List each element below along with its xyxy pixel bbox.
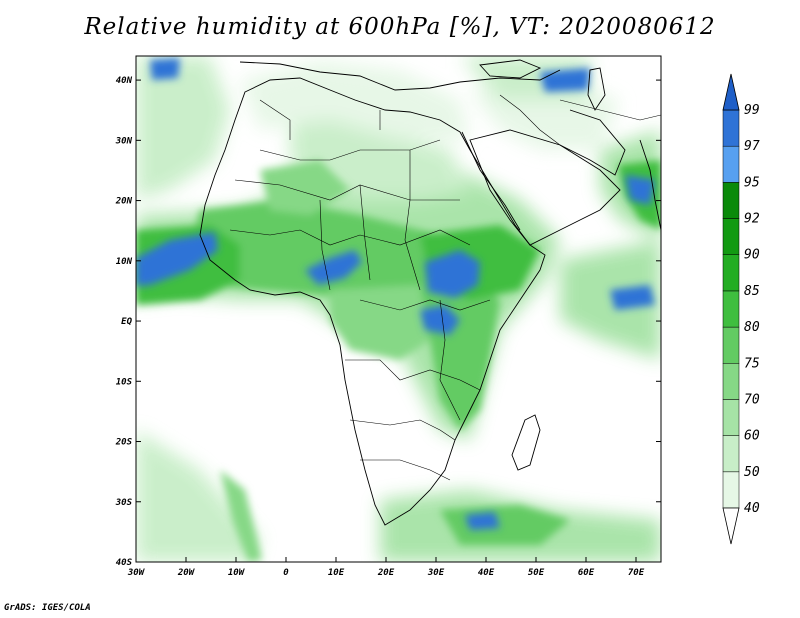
colorbar-label: 70 — [744, 392, 760, 407]
humidity-region-atlantic-nw-blue — [150, 58, 180, 80]
plot-frame — [135, 55, 662, 563]
x-tick-label: 10W — [228, 568, 246, 578]
arabia-coastline — [469, 129, 621, 246]
colorbar-label: 99 — [744, 103, 760, 118]
border-line — [259, 99, 291, 140]
x-tick-label: 70E — [628, 568, 645, 578]
x-tick-label: 30E — [427, 568, 445, 578]
border-line — [349, 419, 456, 441]
y-tick-label: 30N — [115, 136, 133, 146]
colorbar-segment — [722, 109, 740, 147]
humidity-region-turkey-blue — [540, 68, 590, 92]
humidity-region-west-africa-blue — [136, 232, 218, 286]
x-tick-label: 50E — [528, 568, 545, 578]
x-tick-label: 20E — [377, 568, 395, 578]
x-tick-label: 40E — [478, 568, 495, 578]
humidity-region-sahel — [190, 200, 480, 300]
plot-area — [136, 56, 661, 562]
border-line — [559, 99, 661, 121]
border-line — [499, 94, 561, 146]
x-tick-label: 20W — [177, 568, 196, 578]
humidity-region-arabian-sea-blue — [610, 285, 655, 310]
colorbar-segment — [722, 290, 740, 328]
humidity-region-indian-ocean — [560, 240, 661, 360]
caspian-sea — [587, 67, 606, 111]
colorbar-label: 85 — [744, 284, 760, 299]
colorbar-label: 75 — [744, 356, 760, 371]
madagascar-coastline — [511, 414, 541, 471]
persian-gulf-coast — [559, 109, 626, 176]
humidity-region-congo — [330, 285, 430, 360]
colorbar-segment — [722, 218, 740, 255]
map-title: Relative humidity at 600hPa [%], VT: 202… — [84, 14, 716, 40]
colorbar-segment — [722, 471, 740, 509]
x-tick-label: 0 — [283, 568, 289, 578]
humidity-region-india-blue — [625, 175, 655, 205]
colorbar-label: 97 — [744, 139, 760, 154]
y-tick-label: 40S — [116, 558, 133, 568]
colorbar-segment — [722, 435, 740, 473]
colorbar-label: 60 — [744, 429, 760, 444]
colorbar-label: 90 — [744, 248, 760, 263]
axis-ticks: 30W 20W 10W 0 10E 20E 30E 40E 50E 60E 70E 40S 30S 20S… — [115, 76, 661, 578]
y-tick-label: 20N — [115, 197, 133, 207]
humidity-shading — [136, 56, 661, 562]
border-line — [319, 199, 331, 291]
y-tick-label: EQ — [121, 317, 132, 327]
y-tick-label: 10N — [116, 257, 133, 267]
humidity-region-west-sahara-green — [260, 160, 350, 215]
colorbar-segment — [722, 182, 740, 219]
colorbar-segment — [722, 399, 740, 436]
colorbar-label: 92 — [744, 212, 760, 227]
humidity-region-sudan-ethiopia-blue — [425, 250, 480, 298]
colorbar-max-triangle — [722, 73, 740, 111]
y-tick-label: 10S — [116, 377, 133, 387]
border-line — [359, 184, 371, 281]
border-line — [234, 179, 460, 201]
colorbar-label: 80 — [744, 320, 760, 335]
y-tick-label: 20S — [115, 438, 133, 448]
border-line — [345, 359, 481, 391]
black-sea — [479, 59, 542, 79]
grads-credit: GrADS: IGES/COLA — [4, 603, 91, 613]
humidity-region-nigeria-blue — [305, 250, 362, 285]
border-line — [359, 299, 491, 311]
humidity-region-sw-band — [220, 470, 262, 562]
india-coastline — [639, 139, 661, 231]
colorbar-segment — [722, 145, 740, 183]
border-line — [404, 150, 421, 291]
humidity-region-southern-ocean-blue — [465, 512, 500, 530]
country-borders — [229, 94, 661, 481]
humidity-region-atlantic-north — [136, 56, 230, 200]
colorbar: 40 50 60 70 75 80 85 90 92 95 97 99 — [722, 73, 760, 545]
border-line — [229, 229, 471, 246]
x-tick-label: 30W — [127, 568, 146, 578]
colorbar-label: 40 — [744, 501, 760, 516]
colorbar-label: 50 — [744, 465, 760, 480]
border-line — [360, 459, 451, 481]
y-tick-label: 40N — [116, 76, 133, 86]
colorbar-segment — [722, 363, 740, 400]
humidity-region-southwest-ocean — [136, 430, 260, 562]
colorbar-min-triangle — [722, 507, 740, 545]
colorbar-segment — [722, 326, 740, 364]
colorbar-label: 95 — [744, 175, 760, 190]
y-tick-label: 30S — [115, 498, 133, 508]
x-tick-label: 10E — [328, 568, 345, 578]
humidity-region-uganda-blue — [420, 305, 460, 335]
x-tick-label: 60E — [578, 568, 595, 578]
border-line — [259, 139, 441, 161]
colorbar-segment — [722, 254, 740, 292]
border-line — [439, 299, 461, 421]
coastlines — [199, 59, 661, 526]
africa-coastline — [199, 77, 546, 526]
mediterranean-north-coast — [239, 61, 561, 91]
red-sea-coast — [461, 131, 521, 231]
